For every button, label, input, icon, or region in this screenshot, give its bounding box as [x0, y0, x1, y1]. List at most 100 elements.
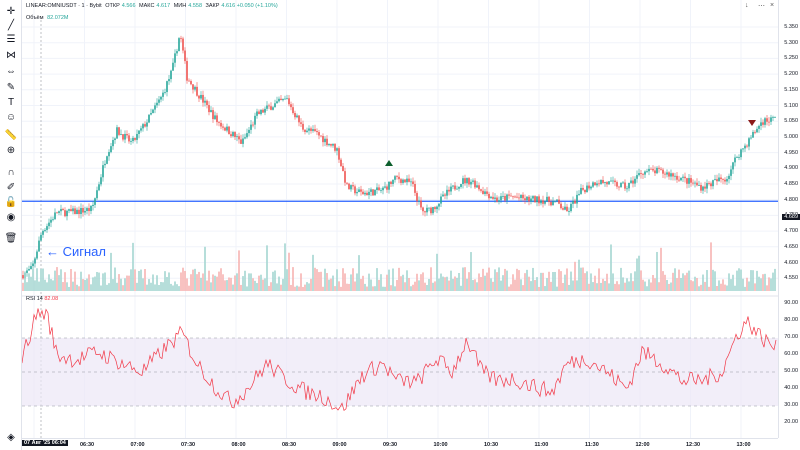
- candle-body: [270, 106, 272, 110]
- volume-bar: [134, 269, 136, 291]
- volume-bar: [578, 259, 580, 291]
- high-label: МАКС: [139, 3, 155, 9]
- candle-body: [154, 105, 156, 110]
- lock-icon[interactable]: 🔓: [4, 196, 18, 208]
- candle-body: [308, 128, 310, 131]
- brush-icon[interactable]: ✎: [6, 81, 16, 93]
- candle-body: [98, 184, 100, 191]
- volume-bar: [56, 267, 58, 291]
- close-icon[interactable]: ×: [770, 2, 775, 9]
- candle-body: [198, 95, 200, 99]
- candle-body: [542, 200, 544, 204]
- zoom-icon[interactable]: ⊕: [6, 144, 16, 156]
- volume-bar: [662, 271, 664, 291]
- candle-body: [654, 170, 656, 174]
- candle-body: [414, 184, 416, 193]
- volume-bar: [482, 268, 484, 291]
- candle-body: [724, 179, 726, 182]
- volume-bar: [746, 277, 748, 291]
- volume-bar: [206, 280, 208, 291]
- rsi-tick-label: 30.00: [784, 402, 798, 408]
- ruler-icon[interactable]: 📏: [4, 129, 18, 141]
- text-icon[interactable]: T: [7, 96, 15, 108]
- trash-icon[interactable]: 🗑: [4, 232, 18, 244]
- measure-icon[interactable]: ⇔: [6, 65, 16, 77]
- volume-bar: [324, 268, 326, 291]
- pattern-icon[interactable]: ⋈: [6, 49, 16, 61]
- candle-body: [396, 176, 398, 177]
- price-chart[interactable]: [22, 0, 778, 450]
- volume-bar: [576, 280, 578, 291]
- candle-body: [122, 134, 124, 140]
- candle-body: [574, 200, 576, 204]
- lock-drawing-icon[interactable]: ✐: [6, 181, 16, 193]
- volume-bar: [318, 272, 320, 291]
- volume-bar: [402, 274, 404, 291]
- rsi-scale[interactable]: 90.00 80.00 70.00 60.00 50.00 40.00 30.00 20.00: [778, 296, 800, 438]
- trendline-icon[interactable]: ╱: [7, 19, 15, 31]
- eye-icon[interactable]: ◉: [6, 211, 16, 223]
- volume-bar: [626, 278, 628, 291]
- symbol-title[interactable]: LINEAR:OMNIUSDT · 1 · Bybit: [26, 3, 102, 9]
- candle-body: [682, 176, 684, 178]
- candle-body: [256, 111, 258, 116]
- volume-bar: [444, 277, 446, 291]
- object-tree-icon[interactable]: ◈: [7, 431, 15, 443]
- candle-body: [652, 168, 654, 171]
- volume-bar: [506, 270, 508, 291]
- volume-bar: [274, 270, 276, 291]
- candle-body: [236, 136, 238, 138]
- candle-body: [702, 186, 704, 191]
- fib-icon[interactable]: ☰: [6, 33, 16, 45]
- signal-annotation[interactable]: ← Сигнал: [46, 244, 106, 259]
- volume-bar: [378, 279, 380, 291]
- candle-body: [364, 192, 366, 195]
- volume-bar: [184, 270, 186, 291]
- volume-bar: [368, 273, 370, 291]
- candle-body: [144, 124, 146, 127]
- volume-bar: [434, 281, 436, 291]
- volume-bar: [198, 271, 200, 291]
- more-icon[interactable]: ⋯: [758, 3, 765, 10]
- volume-bar: [40, 268, 42, 291]
- volume-bar: [400, 276, 402, 291]
- candle-body: [738, 157, 740, 158]
- volume-bar: [678, 269, 680, 291]
- arrow-down-icon[interactable]: ↓: [745, 2, 749, 9]
- volume-bar: [96, 271, 98, 291]
- emoji-icon[interactable]: ☺: [5, 111, 17, 123]
- candle-body: [406, 178, 408, 183]
- candle-body: [402, 179, 404, 183]
- volume-bar: [494, 269, 496, 291]
- candle-body: [404, 179, 406, 183]
- volume-bar: [734, 285, 736, 291]
- candle-body: [394, 176, 396, 180]
- candle-body: [254, 115, 256, 125]
- candle-body: [470, 181, 472, 185]
- time-axis[interactable]: 07 Авг '25 06:04 06:30 07:00 07:30 08:00 08:…: [22, 438, 778, 450]
- candle-body: [48, 222, 50, 227]
- volume-bar: [64, 272, 66, 291]
- volume-bar: [304, 284, 306, 291]
- candle-body: [130, 141, 132, 142]
- volume-bar: [584, 273, 586, 291]
- volume-bar: [354, 281, 356, 291]
- volume-bar: [650, 282, 652, 291]
- candle-body: [314, 129, 316, 132]
- volume-bar: [504, 268, 506, 291]
- volume-bar: [132, 242, 134, 291]
- candle-body: [190, 81, 192, 85]
- cursor-icon[interactable]: ✛: [6, 5, 16, 17]
- candle-body: [504, 196, 506, 201]
- volume-bar: [714, 271, 716, 291]
- price-scale[interactable]: 5.350 5.300 5.250 5.200 5.150 5.100 5.050 5.000…: [778, 0, 800, 296]
- candle-body: [208, 105, 210, 113]
- candle-body: [648, 168, 650, 172]
- candle-body: [286, 98, 288, 100]
- candle-body: [168, 79, 170, 82]
- candle-body: [622, 182, 624, 184]
- candle-body: [76, 209, 78, 215]
- volume-bar: [674, 268, 676, 291]
- volume-bar: [688, 270, 690, 291]
- magnet-icon[interactable]: ∩: [7, 166, 15, 178]
